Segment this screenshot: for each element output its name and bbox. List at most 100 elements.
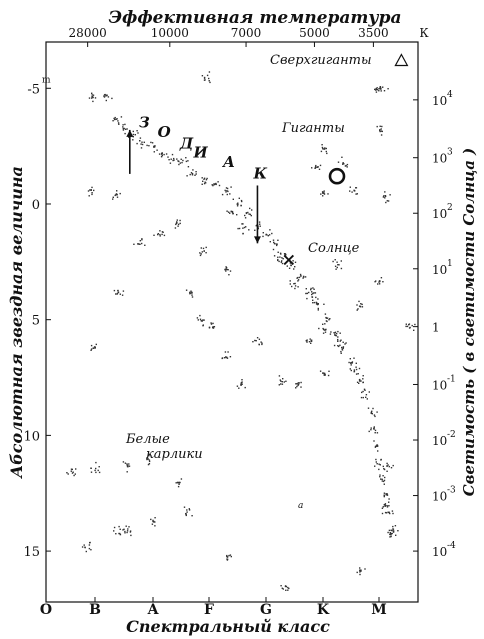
star-speck xyxy=(323,374,325,376)
star-speck xyxy=(190,292,192,294)
star-speck xyxy=(305,288,307,290)
sequence-letter: А xyxy=(222,153,235,171)
star-speck xyxy=(322,192,324,194)
triangle-marker xyxy=(394,53,409,67)
star-speck xyxy=(201,177,203,179)
star-speck xyxy=(277,258,279,261)
star-speck xyxy=(341,346,343,349)
star-speck xyxy=(374,432,376,434)
star-speck xyxy=(95,343,97,346)
star-speck xyxy=(313,301,316,304)
star-speck xyxy=(316,302,318,304)
star-speck xyxy=(185,289,188,291)
star-speck xyxy=(97,469,99,472)
star-speck xyxy=(117,289,119,292)
star-speck xyxy=(322,195,324,197)
star-speck xyxy=(187,160,189,162)
star-speck xyxy=(384,504,387,506)
star-speck xyxy=(378,463,380,465)
star-speck xyxy=(238,227,241,230)
star-point xyxy=(376,125,383,136)
star-speck xyxy=(226,268,228,271)
star-speck xyxy=(153,146,156,148)
star-speck xyxy=(171,153,174,156)
star-point xyxy=(319,370,330,377)
star-speck xyxy=(386,494,389,496)
star-speck xyxy=(276,244,278,247)
star-speck xyxy=(289,262,292,264)
star-speck xyxy=(287,586,289,589)
sequence-letter: О xyxy=(158,123,171,141)
star-speck xyxy=(291,262,294,264)
star-speck xyxy=(303,276,305,278)
star-speck xyxy=(315,301,318,304)
star-speck xyxy=(293,268,295,270)
star-speck xyxy=(215,183,217,186)
star-speck xyxy=(324,329,326,331)
star-point xyxy=(368,426,379,434)
star-speck xyxy=(168,159,170,161)
star-speck xyxy=(384,191,386,193)
star-speck xyxy=(335,335,337,337)
star-speck xyxy=(290,264,292,267)
star-speck xyxy=(329,318,331,320)
star-speck xyxy=(175,482,177,484)
star-speck xyxy=(383,90,386,92)
star-speck xyxy=(323,328,325,331)
star-speck xyxy=(313,292,315,294)
star-speck xyxy=(186,511,188,513)
star-speck xyxy=(245,212,248,215)
star-speck xyxy=(191,294,193,296)
star-speck xyxy=(353,357,355,359)
star-speck xyxy=(368,430,370,433)
star-speck xyxy=(84,546,86,549)
star-speck xyxy=(112,120,114,122)
star-speck xyxy=(336,261,338,263)
star-speck xyxy=(374,465,376,467)
star-point xyxy=(236,379,246,389)
star-speck xyxy=(205,252,207,254)
star-speck xyxy=(205,179,208,181)
luminosity-tick-base: 10 xyxy=(432,378,447,392)
star-speck xyxy=(177,160,179,162)
star-speck xyxy=(392,464,394,467)
star-speck xyxy=(186,509,188,511)
star-speck xyxy=(358,382,360,384)
star-speck xyxy=(362,375,364,377)
star-speck xyxy=(177,485,180,488)
star-speck xyxy=(70,470,72,472)
star-speck xyxy=(211,184,213,186)
star-speck xyxy=(293,283,295,285)
spectral-class-label: F xyxy=(204,602,214,618)
star-speck xyxy=(241,200,243,203)
star-speck xyxy=(379,476,381,478)
star-speck xyxy=(244,386,246,389)
star-speck xyxy=(122,290,125,292)
star-speck xyxy=(232,212,234,215)
star-speck xyxy=(323,148,326,150)
star-speck xyxy=(326,317,329,319)
star-speck xyxy=(262,235,264,238)
star-speck xyxy=(227,351,229,353)
star-speck xyxy=(355,373,358,375)
star-point xyxy=(333,336,344,347)
star-speck xyxy=(206,177,208,180)
star-speck xyxy=(383,479,386,482)
star-point xyxy=(373,440,379,452)
star-speck xyxy=(390,532,392,535)
star-speck xyxy=(124,532,126,534)
star-speck xyxy=(298,382,300,384)
star-speck xyxy=(88,195,90,197)
star-speck xyxy=(180,478,183,480)
star-speck xyxy=(92,347,95,349)
star-speck xyxy=(306,340,308,342)
star-speck xyxy=(268,234,271,236)
star-speck xyxy=(310,287,312,290)
star-speck xyxy=(208,77,210,80)
star-speck xyxy=(359,567,361,569)
star-speck xyxy=(306,297,308,300)
star-speck xyxy=(295,387,297,389)
star-speck xyxy=(382,506,384,508)
star-speck xyxy=(203,250,205,252)
star-speck xyxy=(355,187,357,189)
